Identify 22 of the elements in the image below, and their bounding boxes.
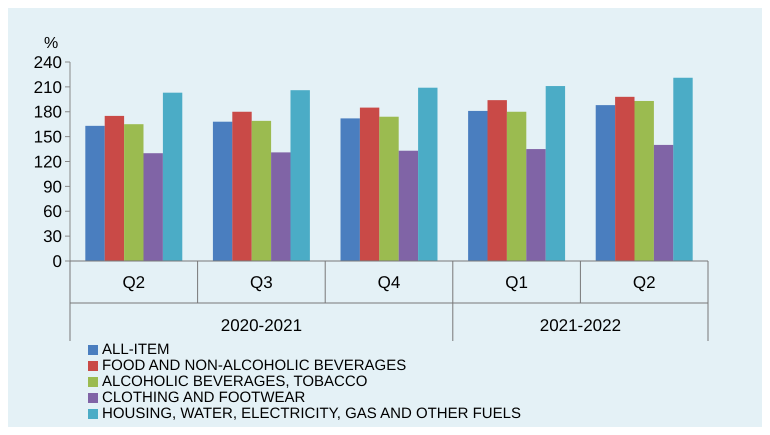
y-tick-label: 240 (34, 52, 62, 72)
x-tick-label: Q3 (250, 273, 273, 292)
x-tick-label: Q2 (122, 273, 146, 292)
y-tick-label: 60 (43, 202, 62, 222)
legend-label: HOUSING, WATER, ELECTRICITY, GAS AND OTHER FUELS (102, 405, 521, 422)
legend-label: ALCOHOLIC BEVERAGES, TOBACCO (102, 373, 368, 390)
text: 2020-2021 (220, 316, 302, 335)
y-tick-label: 210 (34, 78, 62, 97)
y-tick-label: 0 (52, 252, 62, 271)
y-tick-label: 180 (34, 102, 62, 122)
y-tick-label: 150 (34, 128, 62, 147)
x-tick-label: Q4 (378, 273, 400, 292)
legend-label: FOOD AND NON-ALCOHOLIC BEVERAGES (102, 357, 406, 374)
y-tick-label: 90 (43, 177, 62, 196)
legend-label: CLOTHING AND FOOTWEAR (102, 389, 306, 406)
x-tick-label: Q1 (505, 273, 528, 292)
legend-label: ALL-ITEM (102, 341, 170, 358)
x-tick-label: Q2 (632, 273, 656, 292)
y-tick-label: 30 (43, 227, 62, 246)
y-tick-label: 120 (34, 152, 62, 172)
y-axis-title: % (44, 35, 58, 52)
text: 2021-2022 (540, 316, 622, 335)
